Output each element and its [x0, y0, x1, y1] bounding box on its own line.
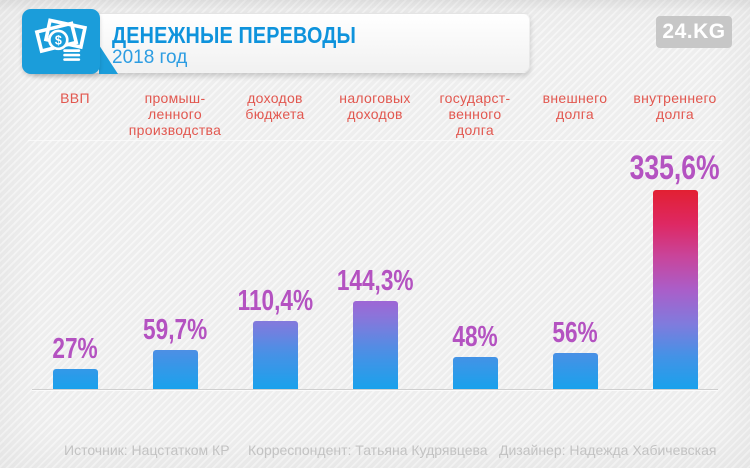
bar-group: 110,4% — [222, 287, 328, 390]
column-label: доходов бюджета — [245, 90, 305, 122]
column-label: ВВП — [60, 90, 90, 106]
bar — [552, 353, 598, 390]
page-subtitle: 2018 год — [112, 47, 188, 68]
header-banner — [30, 13, 530, 73]
svg-text:$: $ — [55, 33, 62, 47]
bar-value-label: 110,4% — [237, 285, 313, 317]
column-label: внутреннего долга — [633, 90, 717, 122]
bar-group: 56% — [522, 319, 628, 390]
bar — [452, 357, 498, 390]
money-transfer-icon: $ — [32, 14, 90, 69]
chart-baseline — [32, 389, 718, 391]
header-divider — [28, 140, 722, 141]
bar-group: 48% — [422, 323, 528, 390]
money-icon-block: $ — [22, 9, 100, 74]
column-label: государст- венного долга — [439, 90, 511, 138]
bar — [352, 301, 398, 390]
column-label: промыш- ленного производства — [128, 90, 222, 138]
column-label: налоговых доходов — [339, 90, 411, 122]
bar-group: 59,7% — [122, 316, 228, 390]
bar — [152, 350, 198, 390]
footer-correspondent: Корреспондент: Татьяна Кудрявцева — [248, 442, 488, 458]
bar-group: 27% — [22, 335, 128, 390]
bar-value-label: 335,6% — [630, 149, 720, 187]
bar-group: 144,3% — [322, 267, 428, 390]
bar — [652, 190, 698, 390]
bar-value-label: 59,7% — [142, 314, 208, 346]
bar — [52, 369, 98, 390]
bar-value-label: 27% — [52, 333, 98, 365]
column-label: внешнего долга — [542, 90, 608, 122]
brand-badge: 24.KG — [656, 16, 732, 48]
page-title: ДЕНЕЖНЫЕ ПЕРЕВОДЫ — [112, 22, 357, 48]
bar — [252, 321, 298, 390]
bar-value-label: 144,3% — [336, 265, 414, 297]
bar-group: 335,6% — [622, 151, 728, 390]
bar-value-label: 48% — [452, 321, 498, 353]
bar-value-label: 56% — [552, 317, 598, 349]
footer-source: Источник: Нацстатком КР — [64, 442, 230, 458]
footer-designer: Дизайнер: Надежда Хабичевская — [499, 442, 717, 458]
